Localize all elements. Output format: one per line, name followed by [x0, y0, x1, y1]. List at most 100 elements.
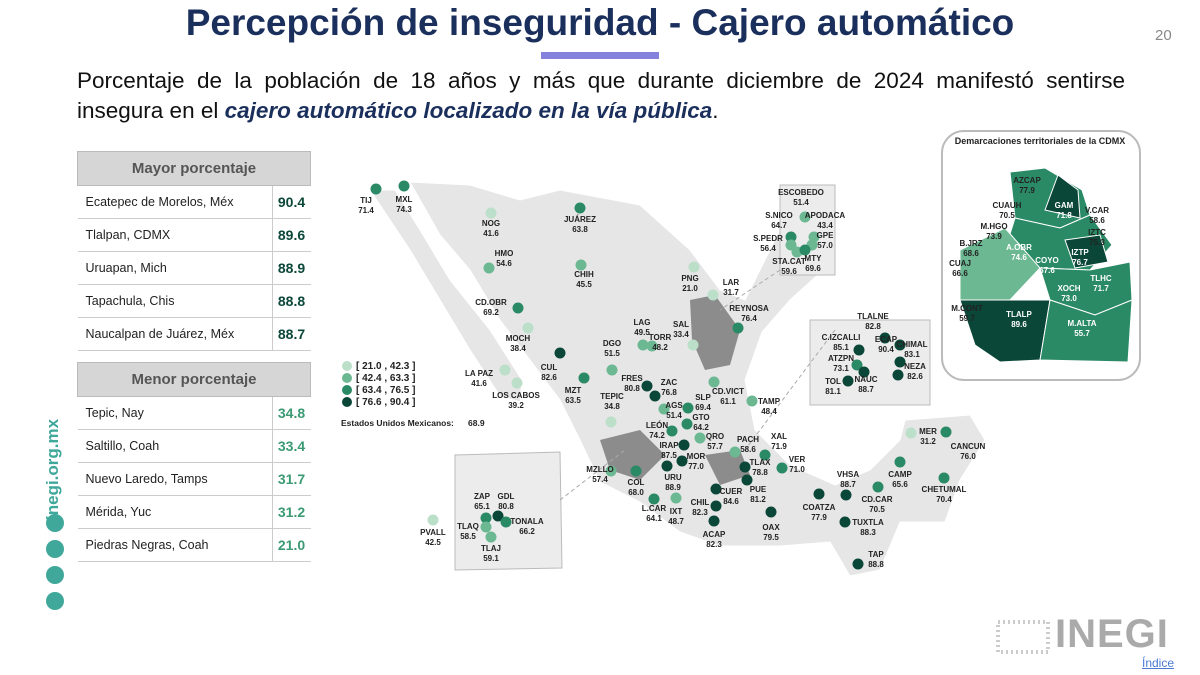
city-value: 82.8	[865, 322, 881, 331]
city-value: 88.9	[665, 483, 681, 492]
percent: 88.9	[271, 251, 311, 285]
city-name: LEÓN	[646, 421, 668, 430]
legend-swatch	[342, 397, 352, 407]
city-dot	[687, 339, 699, 351]
city-dot	[499, 364, 511, 376]
borough-name: B.JRZ	[959, 239, 982, 248]
place: Nuevo Laredo, Tamps	[77, 462, 272, 496]
city-dot	[839, 516, 851, 528]
city-name: MZT	[565, 386, 582, 395]
city-dot	[940, 426, 952, 438]
city-value: 76.0	[960, 452, 976, 461]
borough-value: 75.3	[1089, 238, 1105, 247]
city-name: CUL	[541, 363, 558, 372]
borough-name: XOCH	[1057, 284, 1080, 293]
city-value: 57.4	[592, 475, 608, 484]
city-dot	[894, 339, 906, 351]
table-row: Tapachula, Chis 88.8	[77, 284, 311, 318]
city-dot	[512, 302, 524, 314]
city-value: 88.7	[858, 385, 874, 394]
city-dot	[630, 465, 642, 477]
city-name: CD.VICT	[712, 387, 744, 396]
city-name: REYNOSA	[729, 304, 769, 313]
city-dot	[605, 416, 617, 428]
city-dot	[694, 432, 706, 444]
city-name: COL	[628, 478, 645, 487]
borough-name: CUAJ	[949, 259, 971, 268]
city-dot	[853, 344, 865, 356]
borough-value: 59.7	[959, 314, 975, 323]
logo: INEGI	[1055, 612, 1169, 656]
city-value: 43.4	[817, 221, 833, 230]
city-name: OAX	[762, 523, 780, 532]
city-dot	[605, 465, 617, 477]
city-name: ZAP	[474, 492, 491, 501]
city-dot	[776, 462, 788, 474]
city-name: L.CAR	[642, 504, 667, 513]
city-dot	[648, 493, 660, 505]
borough-value: 67.6	[1039, 266, 1055, 275]
city-dot	[500, 516, 512, 528]
city-name: COATZA	[803, 503, 836, 512]
borough-name: M.CONT	[951, 304, 983, 313]
city-value: 71.0	[789, 465, 805, 474]
city-name: VER	[789, 455, 806, 464]
city-dot	[641, 380, 653, 392]
city-dot	[710, 483, 722, 495]
city-dot	[575, 259, 587, 271]
city-name: TUXTLA	[852, 518, 884, 527]
borough-value: 70.5	[999, 211, 1015, 220]
city-value: 66.2	[519, 527, 535, 536]
index-link[interactable]: Índice	[1142, 656, 1175, 670]
city-name: CUER	[720, 487, 743, 496]
percent: 21.0	[271, 528, 311, 562]
city-name: FRES	[621, 374, 643, 383]
bottom-table: Menor porcentaje Tepic, Nay 34.8 Saltillo, …	[77, 362, 311, 562]
city-value: 71.4	[358, 206, 374, 215]
borough-value: 76.7	[1072, 258, 1088, 267]
city-dot	[485, 207, 497, 219]
city-name: MOCH	[506, 334, 531, 343]
city-dot	[649, 390, 661, 402]
city-dot	[707, 289, 719, 301]
city-dot	[708, 515, 720, 527]
city-name: CAMP	[888, 470, 912, 479]
intro-text: Porcentaje de la población de 18 años y …	[77, 68, 1125, 123]
city-name: GTO	[692, 413, 709, 422]
city-dot	[681, 418, 693, 430]
city-name: TORR	[649, 333, 672, 342]
city-dot	[765, 506, 777, 518]
city-dot	[670, 492, 682, 504]
place: Ecatepec de Morelos, Méx	[77, 185, 272, 219]
city-value: 21.0	[682, 284, 698, 293]
city-dot	[894, 356, 906, 368]
city-dot	[483, 262, 495, 274]
cities: TIJ71.4MXL74.3NOG41.6JUÁREZ63.8HMO54.6CH…	[358, 176, 1112, 570]
city-value: 70.5	[869, 505, 885, 514]
city-name: PNG	[681, 274, 698, 283]
city-name: TONALA	[510, 517, 543, 526]
city-name: ATZPN	[828, 354, 854, 363]
borough-value: 71.8	[1056, 211, 1072, 220]
percent: 31.7	[271, 462, 311, 496]
city-name: VHSA	[837, 470, 859, 479]
city-value: 74.3	[396, 205, 412, 214]
city-dot	[739, 461, 751, 473]
city-value: 49.5	[634, 328, 650, 337]
place: Uruapan, Mich	[77, 251, 272, 285]
city-value: 69.2	[483, 308, 499, 317]
legend-label: [ 63.4 , 76.5 ]	[356, 385, 415, 396]
city-value: 39.2	[508, 401, 524, 410]
city-value: 88.3	[860, 528, 876, 537]
table-header: Menor porcentaje	[77, 362, 311, 397]
percent: 33.4	[271, 429, 311, 463]
legend-label: [ 76.6 , 90.4 ]	[356, 397, 415, 408]
city-dot	[606, 364, 618, 376]
place: Tlalpan, CDMX	[77, 218, 272, 252]
table-row: Mérida, Yuc 31.2	[77, 495, 311, 529]
borough-value: 77.9	[1019, 186, 1035, 195]
city-name: TLAQ	[457, 522, 479, 531]
place: Tepic, Nay	[77, 396, 272, 430]
city-value: 51.4	[793, 198, 809, 207]
city-value: 58.5	[460, 532, 476, 541]
